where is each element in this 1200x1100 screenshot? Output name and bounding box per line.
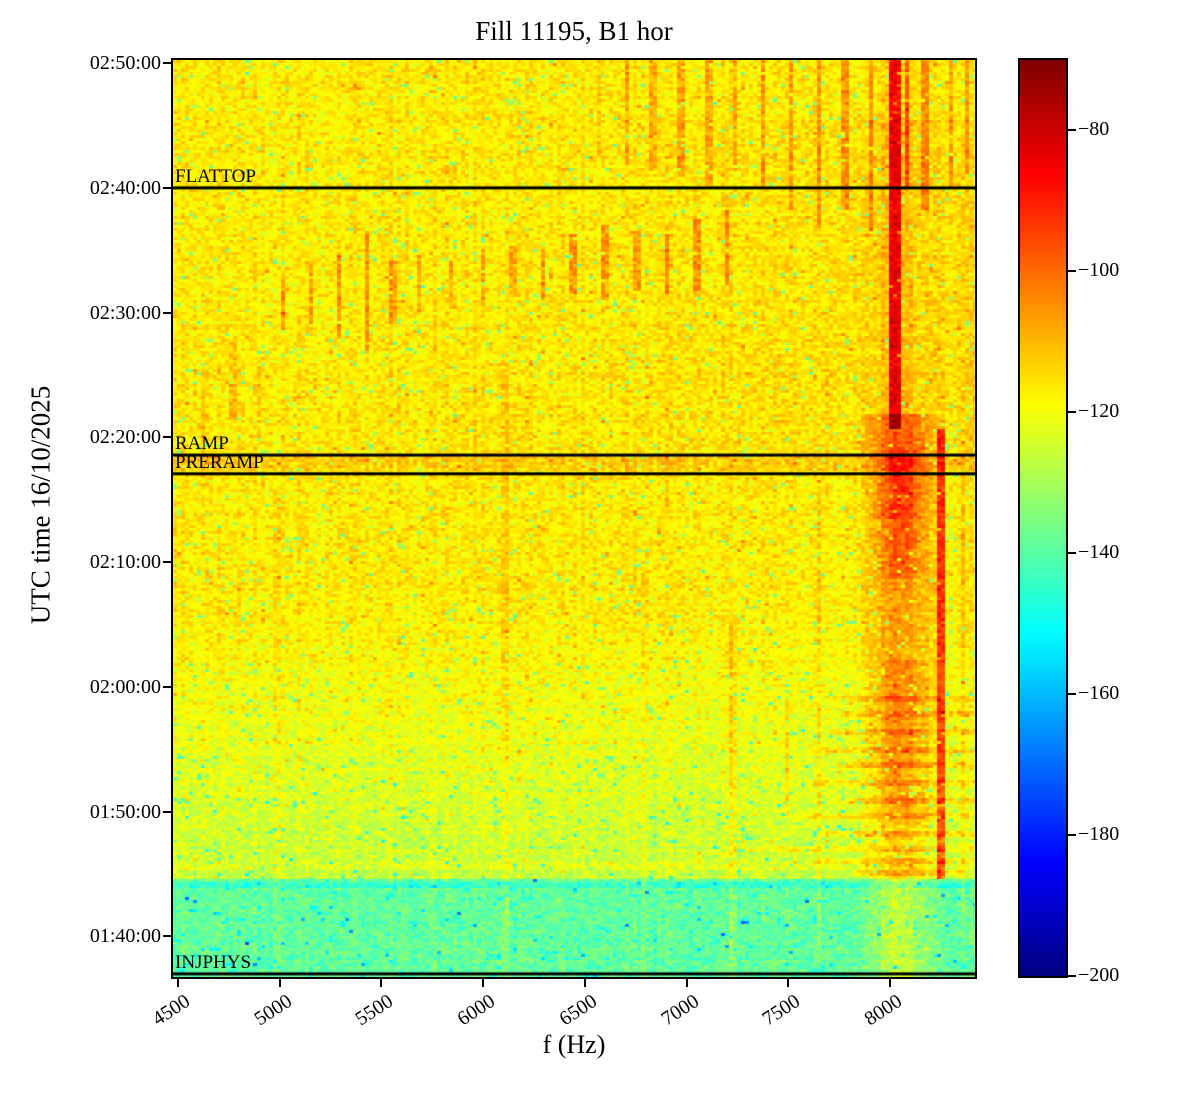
x-tick-label: 8000 [860,990,906,1031]
colorbar [1018,58,1068,978]
event-label-preramp: PRERAMP [175,451,264,473]
y-tick-mark [163,62,171,65]
y-tick-label: 02:50:00 [89,52,161,75]
x-tick-label: 4500 [148,990,195,1031]
x-tick-label: 5500 [351,990,398,1031]
colorbar-tick-label: −100 [1078,259,1120,282]
colorbar-tick-mark [1068,129,1076,132]
y-axis-label: UTC time 16/10/2025 [25,385,56,625]
y-tick-mark [163,311,171,314]
y-tick-mark [163,685,171,688]
y-tick-mark [163,561,171,564]
colorbar-tick-mark [1068,693,1076,696]
x-tick-label: 7500 [758,990,805,1031]
y-tick-mark [163,810,171,813]
x-tick-label: 7000 [657,990,703,1031]
colorbar-tick-label: −120 [1078,400,1120,423]
event-label-flattop: FLATTOP [175,165,256,187]
y-tick-label: 02:40:00 [89,176,161,199]
x-tick-mark [685,979,688,987]
colorbar-tick-label: −200 [1078,964,1120,986]
x-tick-label: 6500 [555,990,601,1031]
colorbar-tick-mark [1068,270,1076,273]
colorbar-tick-label: −180 [1078,823,1120,846]
x-tick-mark [888,979,891,987]
colorbar-tick-label: −80 [1078,118,1110,141]
x-tick-label: 6000 [453,990,500,1031]
y-tick-label: 02:00:00 [89,675,161,698]
spectrogram-heatmap [171,58,977,979]
x-tick-mark [177,979,180,987]
colorbar-tick-mark [1068,411,1076,414]
x-tick-mark [787,979,790,987]
x-tick-mark [380,979,383,987]
x-tick-mark [482,979,485,987]
y-tick-mark [163,436,171,439]
y-tick-label: 02:30:00 [89,301,161,324]
y-tick-mark [163,186,171,189]
x-tick-mark [583,979,586,987]
y-tick-label: 01:50:00 [89,800,161,823]
event-label-injphys: INJPHYS [175,951,252,973]
colorbar-tick-mark [1068,552,1076,555]
y-tick-label: 01:40:00 [89,925,161,948]
y-tick-label: 02:20:00 [89,426,161,449]
y-tick-mark [163,935,171,938]
x-tick-mark [278,979,281,987]
colorbar-tick-mark [1068,834,1076,837]
colorbar-tick-mark [1068,975,1076,977]
colorbar-tick-label: −160 [1078,682,1120,705]
y-tick-label: 02:10:00 [89,551,161,574]
colorbar-tick-label: −140 [1078,541,1120,564]
x-tick-label: 5000 [250,990,296,1031]
event-label-ramp: RAMP [175,433,229,455]
plot-title: Fill 11195, B1 hor [475,16,673,46]
x-axis-label: f (Hz) [542,1030,606,1059]
